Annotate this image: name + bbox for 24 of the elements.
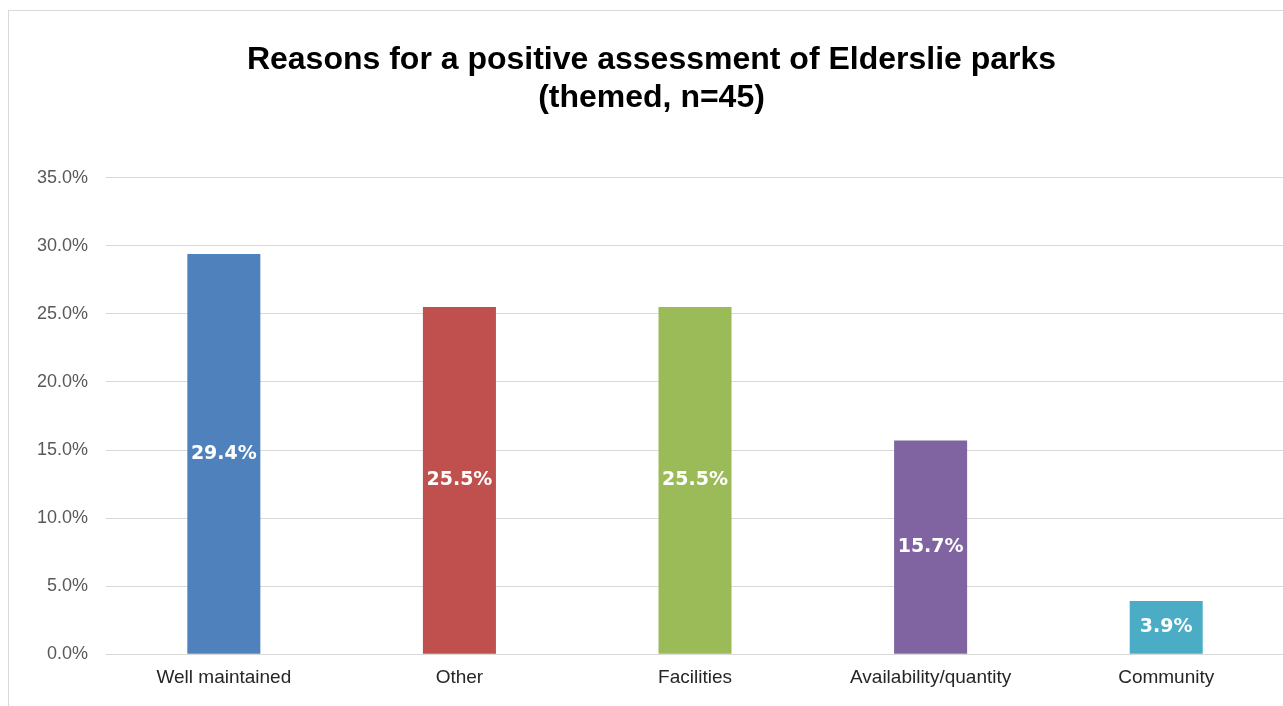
data-label: 3.9% bbox=[1139, 614, 1193, 637]
bar bbox=[187, 254, 261, 654]
chart-title: Reasons for a positive assessment of Elderslie parks (themed, n=45) bbox=[246, 40, 1057, 115]
data-label: 15.7% bbox=[897, 534, 964, 557]
data-label: 29.4% bbox=[190, 440, 257, 463]
y-tick-label: 30.0% bbox=[36, 234, 89, 255]
y-tick-label: 0.0% bbox=[47, 643, 89, 664]
x-tick-label: Facilities bbox=[658, 665, 732, 687]
data-label: 25.5% bbox=[426, 467, 493, 490]
data-label: 25.5% bbox=[662, 467, 728, 490]
y-tick-label: 20.0% bbox=[36, 370, 89, 391]
x-tick-label: Other bbox=[435, 665, 484, 687]
y-tick-label: 25.0% bbox=[36, 302, 89, 323]
y-tick-label: 10.0% bbox=[36, 507, 89, 528]
bar bbox=[422, 307, 496, 654]
x-tick-label: Community bbox=[1118, 665, 1215, 687]
bar bbox=[1129, 601, 1203, 654]
x-tick-label: Availability/quantity bbox=[849, 665, 1012, 687]
y-tick-label: 35.0% bbox=[36, 166, 89, 187]
y-tick-label: 5.0% bbox=[47, 575, 89, 596]
y-tick-label: 15.0% bbox=[36, 439, 89, 459]
bar bbox=[894, 440, 968, 654]
bar bbox=[658, 307, 732, 654]
x-tick-label: Well maintained bbox=[156, 665, 292, 687]
